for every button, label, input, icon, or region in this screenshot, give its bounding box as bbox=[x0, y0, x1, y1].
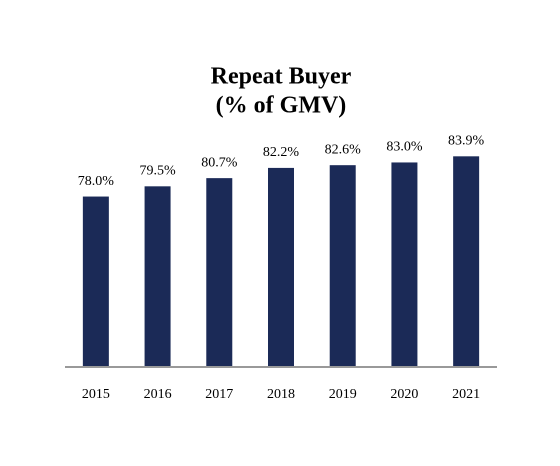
value-label: 79.5% bbox=[139, 164, 176, 179]
chart-subtitle: (% of GMV) bbox=[216, 93, 347, 119]
x-tick-label: 2020 bbox=[390, 387, 418, 402]
bar bbox=[391, 162, 418, 367]
x-tick-label: 2016 bbox=[144, 387, 172, 402]
x-tick-label: 2019 bbox=[329, 387, 357, 402]
value-label: 78.0% bbox=[78, 174, 115, 189]
value-label: 80.7% bbox=[201, 155, 238, 170]
value-label: 83.9% bbox=[448, 134, 485, 149]
chart-title: Repeat Buyer bbox=[211, 64, 352, 90]
x-tick-label: 2021 bbox=[452, 387, 480, 402]
bar bbox=[82, 196, 109, 367]
value-label: 83.0% bbox=[386, 140, 423, 155]
bar bbox=[268, 167, 294, 367]
x-tick-label: 2018 bbox=[267, 387, 295, 402]
value-label: 82.6% bbox=[325, 142, 362, 157]
value-label: 82.2% bbox=[263, 145, 300, 160]
bar bbox=[144, 186, 171, 367]
bar bbox=[206, 178, 233, 367]
x-tick-label: 2015 bbox=[82, 387, 110, 402]
bar bbox=[329, 165, 356, 367]
bar bbox=[453, 156, 480, 367]
x-tick-label: 2017 bbox=[205, 387, 233, 402]
